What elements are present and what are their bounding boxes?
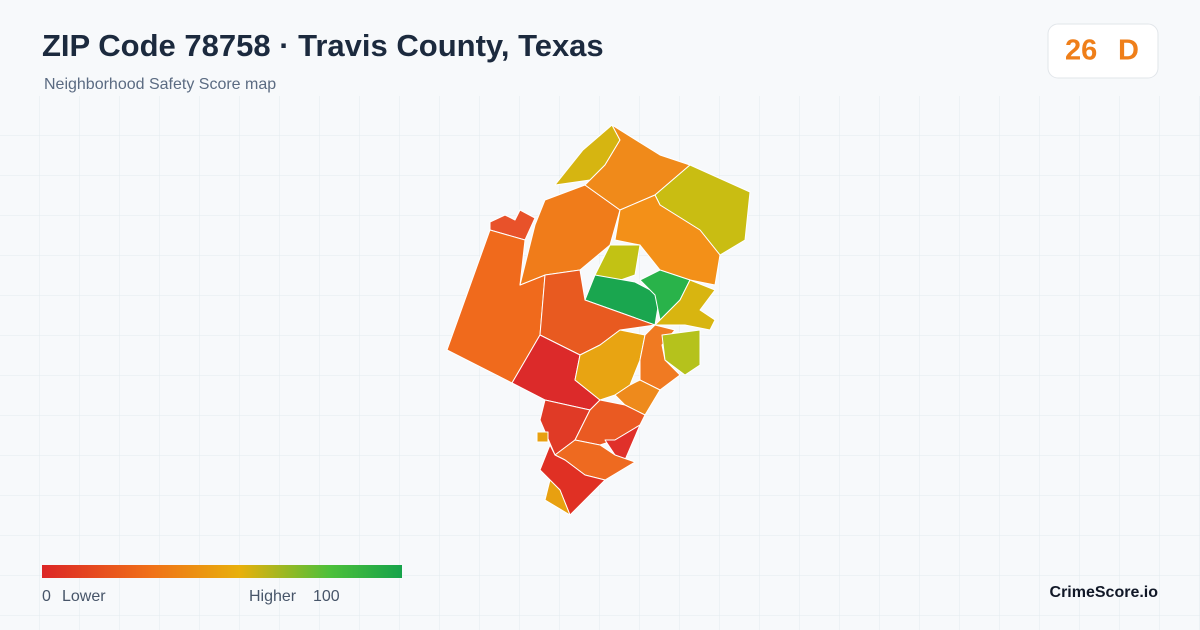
score-grade: D — [1118, 35, 1139, 67]
legend-min-label: Lower — [62, 588, 106, 605]
legend-max-label: Higher — [249, 588, 297, 605]
subtitle: Neighborhood Safety Score map — [44, 76, 276, 93]
legend-max: 100 — [313, 588, 340, 605]
region — [536, 431, 549, 443]
region — [604, 424, 641, 461]
score-badge — [1047, 23, 1159, 79]
score-value: 26 — [1065, 35, 1097, 67]
brand: CrimeScore.io — [1050, 584, 1159, 601]
region — [614, 194, 721, 286]
map — [446, 124, 751, 516]
region — [539, 469, 571, 516]
title: ZIP Code 78758 · Travis County, Texas — [42, 28, 604, 63]
region — [639, 324, 681, 391]
region — [661, 329, 701, 376]
region — [594, 244, 641, 283]
legend-min: 0 — [42, 588, 51, 605]
region — [654, 279, 716, 331]
legend-gradient — [42, 565, 402, 578]
